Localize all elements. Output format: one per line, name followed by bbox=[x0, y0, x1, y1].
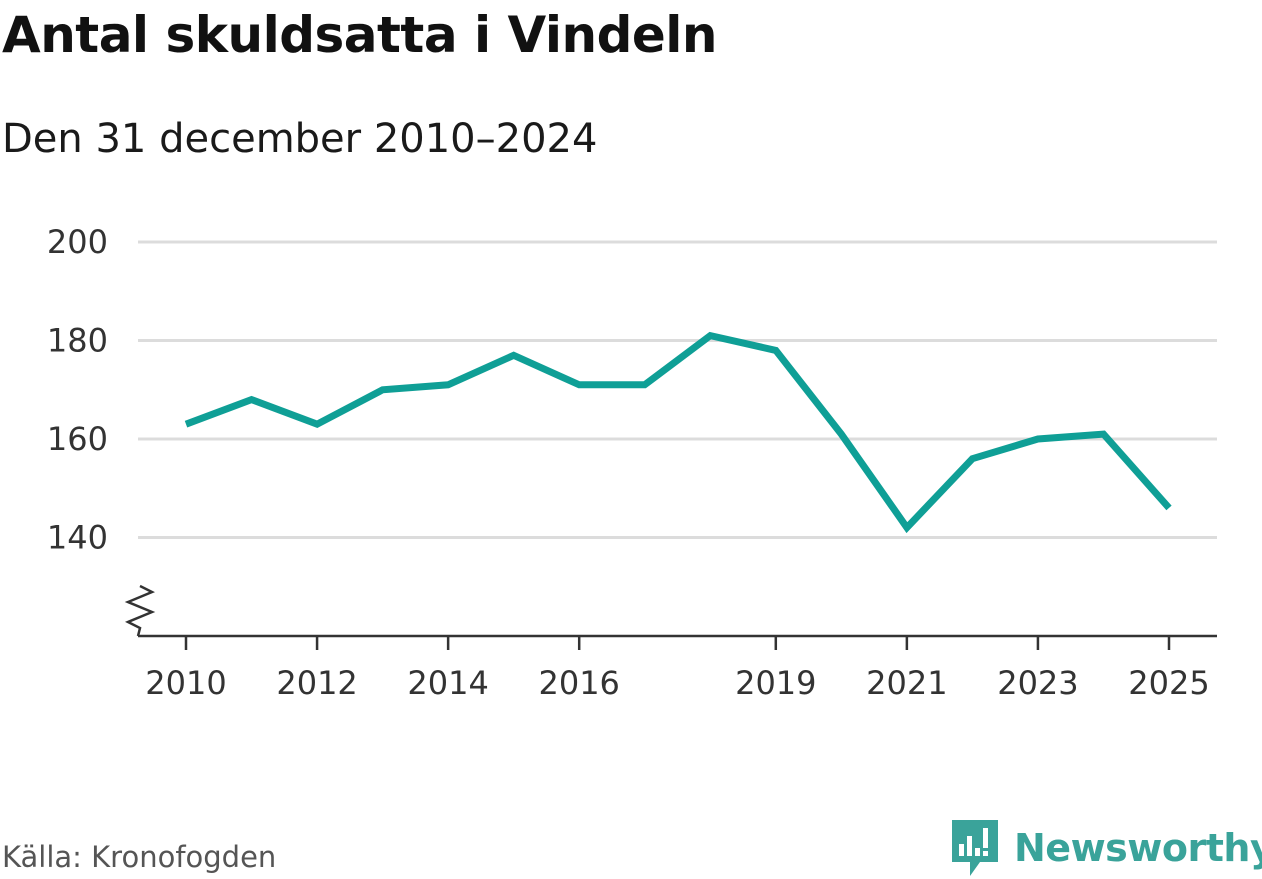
x-tick-label-2021: 2021 bbox=[866, 664, 947, 702]
brand-name: Newsworthy bbox=[1014, 826, 1262, 870]
data-point-2016 bbox=[576, 381, 583, 388]
y-tick-label-140: 140 bbox=[47, 519, 108, 557]
axis-break-icon bbox=[124, 584, 156, 637]
data-point-2011 bbox=[248, 396, 255, 403]
x-tick-label-2016: 2016 bbox=[538, 664, 619, 702]
data-point-2023 bbox=[1034, 436, 1041, 443]
data-point-2022 bbox=[969, 455, 976, 462]
chart-title: Antal skuldsatta i Vindeln bbox=[2, 6, 718, 64]
data-point-2020 bbox=[838, 431, 845, 438]
y-tick-label-160: 160 bbox=[47, 420, 108, 458]
series-line-0 bbox=[184, 331, 1172, 534]
y-tick-label-200: 200 bbox=[47, 223, 108, 261]
x-tick-label-2019: 2019 bbox=[735, 664, 816, 702]
x-tick-label-2025: 2025 bbox=[1128, 664, 1209, 702]
data-point-2021 bbox=[903, 524, 910, 531]
data-point-2019 bbox=[772, 347, 779, 354]
data-point-2014 bbox=[445, 381, 452, 388]
data-point-2018 bbox=[707, 332, 714, 339]
newsworthy-logo-icon bbox=[952, 820, 998, 876]
chart-subtitle: Den 31 december 2010–2024 bbox=[2, 116, 598, 162]
data-point-2012 bbox=[314, 421, 321, 428]
source-note: Källa: Kronofogden bbox=[2, 840, 277, 874]
x-tick-label-2010: 2010 bbox=[145, 664, 226, 702]
y-tick-label-180: 180 bbox=[47, 322, 108, 360]
x-tick-label-2023: 2023 bbox=[997, 664, 1078, 702]
x-tick-label-2012: 2012 bbox=[276, 664, 357, 702]
data-point-2013 bbox=[379, 386, 386, 393]
data-point-2010 bbox=[183, 421, 190, 428]
newsworthy-logo: Newsworthy bbox=[950, 818, 1262, 878]
x-tick-label-2014: 2014 bbox=[407, 664, 488, 702]
data-point-2015 bbox=[510, 352, 517, 359]
data-point-2017 bbox=[641, 381, 648, 388]
line-chart: 140 160 180 200 2010 2012 2014 2016 2019 2021 2023… bbox=[47, 223, 1217, 702]
data-point-2024 bbox=[1100, 431, 1107, 438]
data-point-2025 bbox=[1166, 504, 1173, 511]
